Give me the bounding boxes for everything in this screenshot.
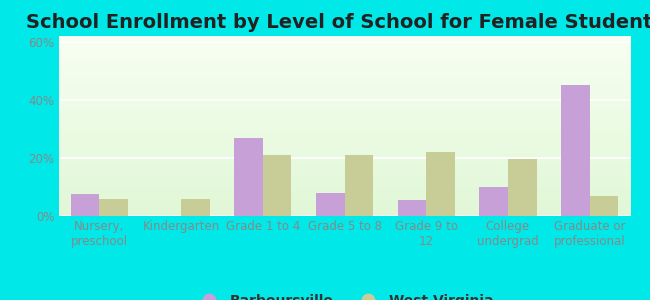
Bar [398, 200, 426, 216]
Bar [263, 155, 291, 216]
Legend: Barboursville, West Virginia: Barboursville, West Virginia [190, 288, 499, 300]
Bar [426, 152, 455, 216]
Bar [344, 155, 373, 216]
Bar [508, 159, 536, 216]
Bar [99, 199, 128, 216]
Bar [234, 138, 263, 216]
Bar [479, 187, 508, 216]
Title: School Enrollment by Level of School for Female Students: School Enrollment by Level of School for… [25, 13, 650, 32]
Bar [71, 194, 99, 216]
Bar [590, 196, 618, 216]
Bar [181, 199, 210, 216]
Bar [316, 193, 344, 216]
Bar [561, 85, 590, 216]
